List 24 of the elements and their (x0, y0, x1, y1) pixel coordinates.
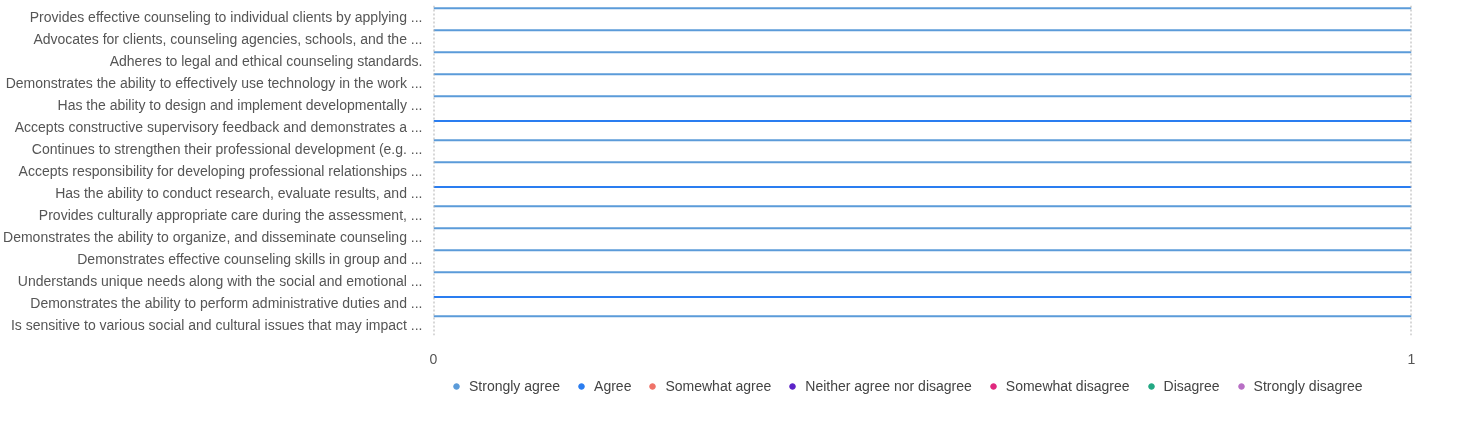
x-tick-label: 1 (1407, 350, 1416, 367)
legend-label: Neither agree nor disagree (805, 378, 972, 394)
y-tick-label: Advocates for clients, counseling agencies, schools, and the ... (33, 30, 423, 47)
legend-label: Strongly disagree (1253, 378, 1363, 394)
y-tick-label: Demonstrates the ability to perform administrative duties and ... (30, 294, 423, 311)
y-tick-label: Accepts constructive supervisory feedback and demonstrates a ... (14, 118, 423, 135)
y-tick-label: Continues to strengthen their professional development (e.g. ... (31, 140, 423, 157)
y-tick-label: Accepts responsibility for developing professional relationships ... (18, 162, 423, 179)
legend-label: Strongly agree (469, 378, 561, 394)
legend-label: Disagree (1163, 378, 1220, 394)
y-tick-label: Provides culturally appropriate care during the assessment, ... (38, 206, 423, 223)
y-tick-label: Has the ability to design and implement developmentally ... (57, 96, 423, 113)
legend-label: Agree (594, 378, 632, 394)
y-tick-label: Is sensitive to various social and cultural issues that may impact ... (10, 316, 423, 333)
y-tick-label: Adheres to legal and ethical counseling standards. (109, 52, 423, 69)
y-tick-label: Has the ability to conduct research, evaluate results, and ... (55, 184, 423, 201)
legend-label: Somewhat disagree (1005, 378, 1130, 394)
y-tick-label: Understands unique needs along with the social and emotional ... (17, 272, 423, 289)
y-tick-label: Demonstrates effective counseling skills in group and ... (77, 250, 423, 267)
y-tick-label: Demonstrates the ability to effectively use technology in the work ... (5, 74, 423, 91)
y-tick-label: Provides effective counseling to individual clients by applying ... (29, 8, 423, 25)
legend-label: Somewhat agree (665, 378, 772, 394)
x-tick-label: 0 (429, 350, 438, 367)
y-tick-label: Demonstrates the ability to organize, and disseminate counseling ... (3, 228, 423, 245)
